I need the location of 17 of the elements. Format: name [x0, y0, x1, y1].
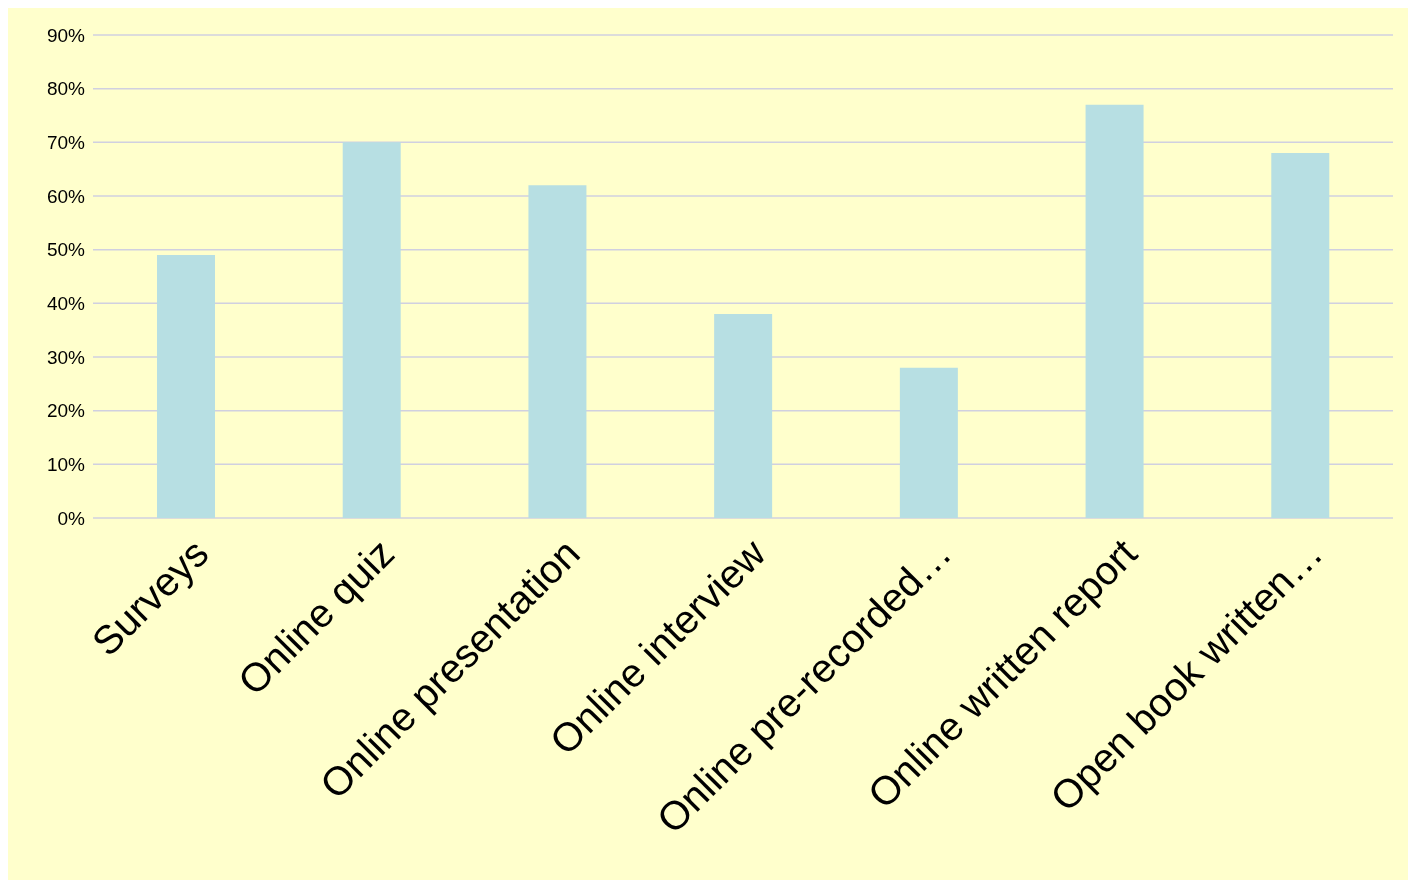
y-tick-label: 20% [46, 400, 86, 422]
y-tick-label: 90% [46, 24, 86, 46]
bar [1271, 153, 1330, 518]
bar [899, 367, 958, 518]
bar [342, 142, 401, 518]
y-tick-label: 60% [46, 185, 86, 207]
y-tick-label: 10% [46, 454, 86, 476]
bar [157, 255, 215, 518]
y-tick-label: 80% [46, 78, 86, 100]
y-tick-label: 50% [46, 239, 86, 261]
bar [714, 314, 773, 518]
y-tick-label: 0% [57, 507, 86, 529]
y-tick-label: 40% [46, 293, 86, 315]
bar [528, 185, 587, 518]
y-tick-label: 70% [46, 132, 86, 154]
bar [1085, 104, 1144, 518]
y-tick-label: 30% [46, 346, 86, 368]
